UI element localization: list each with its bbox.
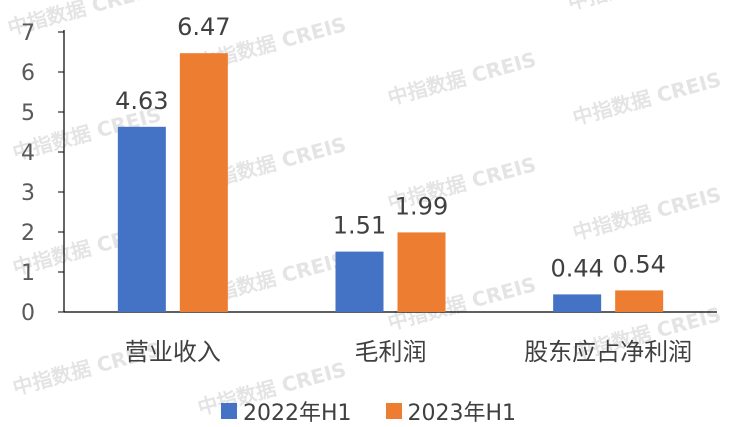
data-label: 6.47 [177, 13, 230, 41]
y-tick-label: 2 [21, 221, 35, 246]
data-label: 0.44 [550, 254, 603, 282]
watermark-text: 中指数据 CREIS [385, 47, 539, 110]
legend-item-2022: 2022年H1 [220, 395, 352, 427]
y-tick-label: 5 [21, 101, 35, 126]
bar [615, 290, 664, 312]
axes: 0 1 2 3 4 5 6 7 营业收入 毛利润 股东应占净利润 [21, 21, 717, 366]
y-tick-label: 7 [21, 21, 35, 46]
watermark-text: 中指数据 CREIS [570, 182, 724, 245]
y-tick-label: 3 [21, 181, 35, 206]
x-category-label: 毛利润 [355, 338, 427, 366]
legend-label-2022: 2022年H1 [242, 401, 352, 426]
bar [553, 294, 602, 312]
bars [117, 53, 664, 312]
data-label: 4.63 [115, 87, 168, 115]
bar [335, 251, 384, 312]
bar [179, 53, 228, 312]
bar [117, 126, 166, 312]
watermark-text: 中指数据 CREIS [565, 0, 719, 15]
legend: 2022年H1 2023年H1 [0, 395, 737, 427]
y-tick-label: 4 [21, 141, 35, 166]
data-label: 1.51 [333, 212, 386, 240]
x-category-label: 营业收入 [125, 338, 221, 366]
bar [397, 232, 446, 312]
y-tick-label: 6 [21, 61, 35, 86]
x-category-label: 股东应占净利润 [524, 338, 692, 366]
legend-swatch-2023 [385, 403, 402, 419]
legend-item-2023: 2023年H1 [385, 395, 517, 427]
data-label: 1.99 [395, 192, 448, 220]
legend-label-2023: 2023年H1 [407, 401, 517, 426]
data-labels: 4.63 6.47 1.51 1.99 0.44 0.54 [115, 13, 666, 282]
legend-swatch-2022 [220, 403, 237, 419]
y-tick-label: 1 [21, 261, 35, 286]
y-tick-label: 0 [21, 301, 35, 326]
watermark-text: 中指数据 CREIS [570, 67, 724, 130]
data-label: 0.54 [612, 250, 665, 278]
